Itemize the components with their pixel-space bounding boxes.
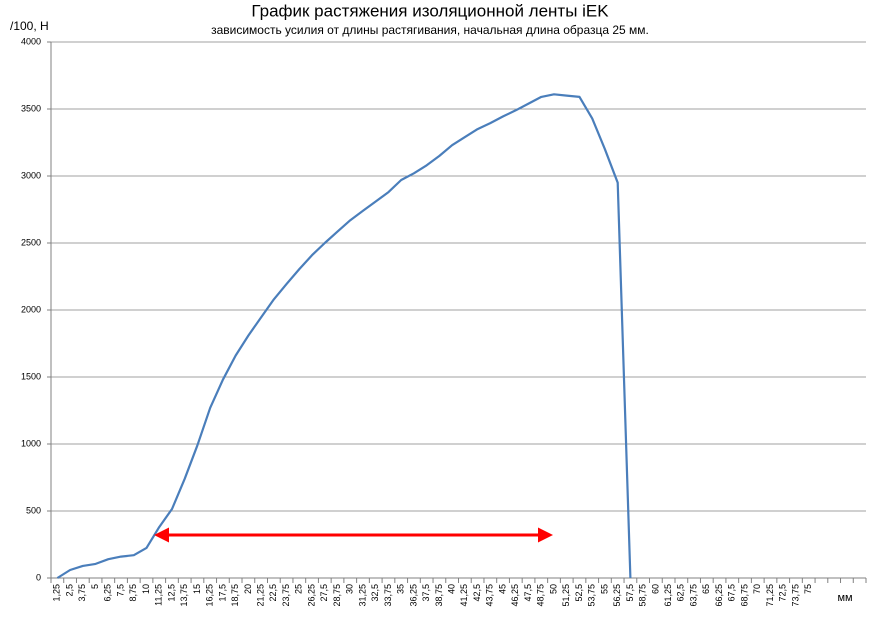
chart-title: График растяжения изоляционной ленты iEK — [251, 1, 609, 20]
x-tick-label: 55 — [599, 584, 609, 594]
x-tick-label: 1,25 — [52, 584, 62, 602]
x-tick-label: 5 — [90, 584, 100, 589]
x-tick-label: 38,75 — [434, 584, 444, 607]
x-tick-label: 35 — [396, 584, 406, 594]
x-tick-label: 23,75 — [281, 584, 291, 607]
x-tick-label: 25 — [294, 584, 304, 594]
y-axis-label: /100, Н — [10, 19, 49, 33]
x-tick-label: 45 — [497, 584, 507, 594]
x-tick-label: 73,75 — [790, 584, 800, 607]
x-tick-label: 65 — [701, 584, 711, 594]
x-tick-label: 21,25 — [255, 584, 265, 607]
x-tick-label: 10 — [141, 584, 151, 594]
x-tick-label: 32,5 — [370, 584, 380, 602]
x-tick-label: 12,5 — [166, 584, 176, 602]
x-tick-label: 43,75 — [485, 584, 495, 607]
x-tick-label: 46,25 — [510, 584, 520, 607]
x-tick-label: 36,25 — [408, 584, 418, 607]
x-tick-label: 60 — [650, 584, 660, 594]
x-tick-label: 13,75 — [179, 584, 189, 607]
x-tick-label: 71,25 — [765, 584, 775, 607]
data-line — [56, 93, 632, 579]
x-tick-label: 51,25 — [561, 584, 571, 607]
x-tick-label: 2,5 — [64, 584, 74, 597]
y-tick-label: 2500 — [21, 237, 41, 247]
x-tick-label: 50 — [548, 584, 558, 594]
x-tick-label: 57,5 — [625, 584, 635, 602]
x-tick-label: 70 — [752, 584, 762, 594]
x-tick-label: 3,75 — [77, 584, 87, 602]
x-tick-label: 22,5 — [268, 584, 278, 602]
x-tick-label: 6,25 — [103, 584, 113, 602]
x-tick-label: 56,25 — [612, 584, 622, 607]
x-tick-label: 72,5 — [778, 584, 788, 602]
x-tick-label: 42,5 — [472, 584, 482, 602]
x-tick-label: 16,25 — [205, 584, 215, 607]
y-tick-label: 4000 — [21, 36, 41, 46]
y-tick-label: 3000 — [21, 170, 41, 180]
y-tick-label: 3500 — [21, 103, 41, 113]
chart-subtitle: зависимость усилия от длины растягивания… — [211, 23, 649, 37]
y-tick-label: 1500 — [21, 371, 41, 381]
y-tick-label: 1000 — [21, 438, 41, 448]
x-axis-label: мм — [837, 592, 852, 604]
y-tick-label: 500 — [26, 505, 41, 515]
x-tick-label: 66,25 — [714, 584, 724, 607]
x-tick-label: 8,75 — [128, 584, 138, 602]
y-tick-label: 2000 — [21, 304, 41, 314]
x-tick-label: 11,25 — [154, 584, 164, 606]
x-tick-label: 7,5 — [115, 584, 125, 597]
x-tick-label: 20 — [243, 584, 253, 594]
y-tick-label: 0 — [36, 572, 41, 582]
x-tick-label: 58,75 — [638, 584, 648, 607]
x-tick-label: 27,5 — [319, 584, 329, 602]
x-tick-label: 41,25 — [459, 584, 469, 607]
x-tick-label: 26,25 — [306, 584, 316, 607]
x-tick-label: 47,5 — [523, 584, 533, 602]
x-tick-label: 53,75 — [587, 584, 597, 607]
x-tick-label: 68,75 — [739, 584, 749, 607]
x-tick-label: 40 — [447, 584, 457, 594]
x-tick-label: 30 — [345, 584, 355, 594]
x-tick-label: 48,75 — [536, 584, 546, 607]
x-tick-label: 28,75 — [332, 584, 342, 607]
x-tick-label: 33,75 — [383, 584, 393, 607]
x-tick-label: 61,25 — [663, 584, 673, 607]
x-tick-label: 52,5 — [574, 584, 584, 602]
x-tick-label: 37,5 — [421, 584, 431, 602]
x-tick-label: 17,5 — [217, 584, 227, 602]
x-tick-label: 15 — [192, 584, 202, 594]
x-tick-label: 31,25 — [357, 584, 367, 607]
x-tick-label: 75 — [803, 584, 813, 594]
x-tick-label: 67,5 — [727, 584, 737, 602]
x-tick-label: 62,5 — [676, 584, 686, 602]
x-tick-label: 63,75 — [688, 584, 698, 607]
x-tick-label: 18,75 — [230, 584, 240, 607]
